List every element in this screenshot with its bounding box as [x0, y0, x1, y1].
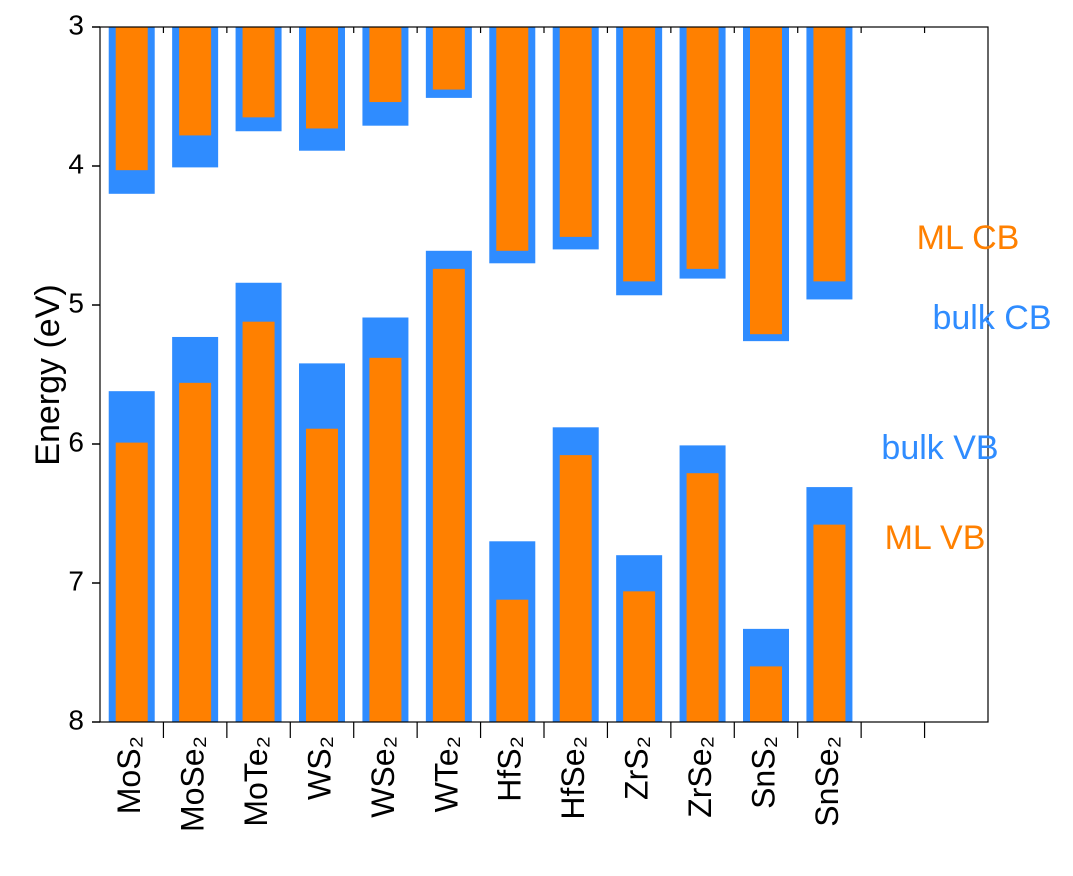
band-bar [496, 599, 529, 722]
x-tick-label: ZrS₂ [619, 736, 655, 800]
x-tick-label: WS₂ [301, 736, 337, 800]
band-bar [432, 268, 465, 722]
band-bar [432, 27, 465, 90]
series-label: bulk VB [881, 429, 998, 467]
band-bar [242, 27, 275, 118]
y-tick-label: 5 [68, 287, 84, 318]
x-tick-label: MoSe₂ [175, 736, 211, 832]
band-bar [496, 27, 529, 251]
band-bar [306, 27, 338, 129]
band-bar [179, 27, 212, 136]
y-tick-label: 3 [68, 9, 84, 40]
band-bar [686, 473, 719, 722]
band-bar [813, 27, 846, 282]
band-bar [623, 27, 656, 282]
x-tick-label: SnSe₂ [809, 736, 845, 827]
x-tick-label: ZrSe₂ [682, 736, 718, 818]
y-tick-label: 4 [68, 148, 84, 179]
band-bar [750, 666, 782, 722]
x-tick-label: MoS₂ [111, 736, 147, 814]
y-axis-label: Energy (eV) [29, 284, 67, 465]
plot-frame [99, 26, 989, 723]
band-bar [115, 442, 148, 722]
series-label: ML CB [917, 219, 1020, 257]
x-tick-label: HfSe₂ [555, 736, 591, 820]
band-bar [242, 321, 275, 722]
band-bar [813, 524, 846, 722]
band-bar [369, 357, 402, 722]
x-tick-label: WTe₂ [428, 736, 464, 812]
band-bar [559, 27, 592, 237]
band-bar [115, 27, 148, 171]
x-tick-label: HfS₂ [492, 736, 528, 802]
band-bar [750, 27, 782, 335]
band-bar [559, 455, 592, 722]
band-bar [686, 27, 719, 269]
y-tick-label: 7 [68, 565, 84, 596]
band-bar [623, 591, 656, 722]
x-tick-label: WSe₂ [365, 736, 401, 818]
series-label: bulk CB [932, 299, 1051, 337]
band-bar [179, 382, 212, 722]
x-tick-label: SnS₂ [745, 736, 781, 809]
x-tick-label: MoTe₂ [238, 736, 274, 827]
series-label: ML VB [885, 519, 986, 557]
band-bar [369, 27, 402, 103]
y-tick-label: 8 [68, 704, 84, 735]
band-bar [306, 428, 338, 722]
y-tick-label: 6 [68, 426, 84, 457]
